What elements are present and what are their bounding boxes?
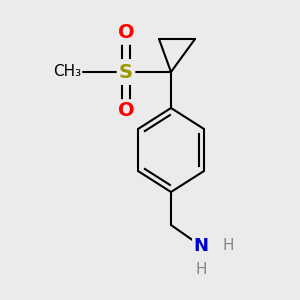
Text: H: H bbox=[222, 238, 234, 253]
Text: H: H bbox=[195, 262, 207, 278]
Text: O: O bbox=[118, 23, 134, 43]
Text: CH₃: CH₃ bbox=[53, 64, 81, 80]
Text: S: S bbox=[119, 62, 133, 82]
Text: N: N bbox=[194, 237, 208, 255]
Text: O: O bbox=[118, 101, 134, 121]
